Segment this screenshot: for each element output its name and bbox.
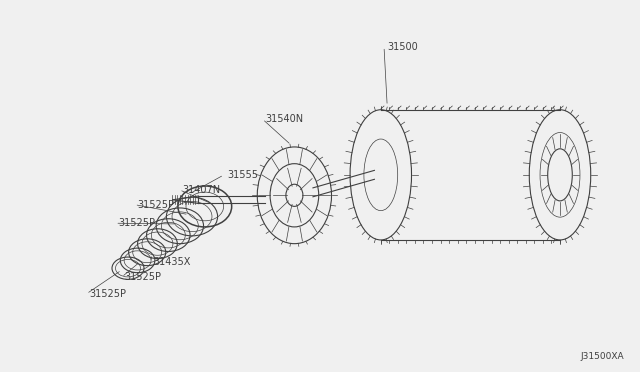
Text: 31500: 31500 — [387, 42, 418, 51]
Text: 31525P: 31525P — [118, 218, 156, 228]
Text: J31500XA: J31500XA — [580, 352, 624, 361]
Text: 31555: 31555 — [227, 170, 258, 180]
Text: 31407N: 31407N — [182, 185, 221, 195]
Text: 31435X: 31435X — [154, 257, 191, 267]
Text: 31540N: 31540N — [266, 114, 304, 124]
Text: 31525P: 31525P — [138, 200, 175, 209]
Text: 31525P: 31525P — [125, 272, 162, 282]
Text: 31525P: 31525P — [90, 289, 127, 299]
